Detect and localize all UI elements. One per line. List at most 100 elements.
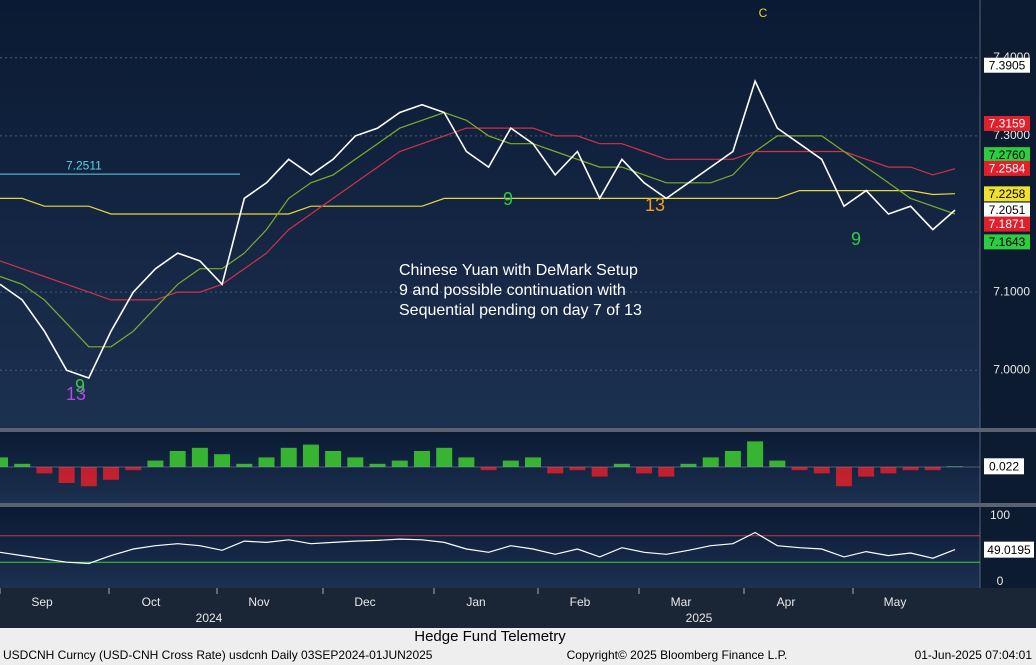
rsi-tag bbox=[984, 541, 1034, 558]
price-tag bbox=[984, 186, 1030, 202]
histogram-bar bbox=[858, 467, 875, 477]
demark-count: 13 bbox=[66, 384, 86, 404]
level-label: 7.2511 bbox=[66, 158, 102, 172]
histogram-bar bbox=[525, 457, 542, 467]
price-tag-label: 7.2584 bbox=[989, 162, 1026, 176]
price-line bbox=[0, 79, 956, 379]
price-tag bbox=[984, 57, 1030, 73]
histogram-bar bbox=[480, 467, 497, 471]
histogram-bar bbox=[302, 444, 319, 467]
moving-average bbox=[0, 111, 956, 348]
price-tag bbox=[984, 234, 1030, 250]
price-tag-label: 7.2051 bbox=[989, 203, 1026, 217]
histogram-bar bbox=[191, 447, 208, 467]
rsi-panel bbox=[0, 507, 980, 588]
histogram-bar bbox=[747, 441, 764, 467]
y-tick-label: 7.1000 bbox=[993, 284, 1030, 298]
rsi-line bbox=[0, 531, 956, 565]
histogram-bar bbox=[835, 467, 852, 487]
histogram-bar bbox=[369, 463, 386, 467]
histogram-bar bbox=[169, 451, 186, 467]
histogram-bar bbox=[680, 463, 697, 467]
histogram-bar bbox=[236, 463, 253, 467]
rsi-tick-label: 0 bbox=[997, 574, 1004, 588]
separator bbox=[0, 428, 1036, 432]
demark-count: 9 bbox=[503, 189, 513, 209]
demark-count: C bbox=[759, 6, 768, 20]
brand: Hedge Fund Telemetry bbox=[414, 628, 566, 645]
histogram-bar bbox=[413, 451, 430, 467]
histogram-bar bbox=[502, 460, 519, 467]
histogram-bar bbox=[0, 457, 8, 467]
month-label: Sep bbox=[31, 595, 53, 609]
month-label: Oct bbox=[142, 595, 161, 609]
histogram-bar bbox=[14, 463, 31, 467]
year-label: 2025 bbox=[686, 611, 713, 625]
month-label: Dec bbox=[354, 595, 375, 609]
price-tag bbox=[984, 147, 1030, 163]
histogram-bar bbox=[636, 467, 653, 474]
month-label: Apr bbox=[777, 595, 796, 609]
annotation: Chinese Yuan with DeMark Setup 9 and pos… bbox=[399, 262, 642, 319]
price-tag-label: 7.1643 bbox=[989, 235, 1026, 249]
footer bbox=[0, 628, 1036, 665]
histogram-bar bbox=[613, 463, 630, 467]
histogram-bar bbox=[258, 457, 275, 467]
price-tag-label: 7.3905 bbox=[989, 58, 1026, 72]
demark-count: 9 bbox=[851, 229, 861, 249]
histogram-bar bbox=[813, 467, 830, 474]
footer-center: Copyright© 2025 Bloomberg Finance L.P. bbox=[567, 648, 788, 662]
histogram-bar bbox=[947, 466, 963, 467]
histogram-bar bbox=[591, 467, 608, 477]
histogram-bar bbox=[58, 467, 75, 483]
price-tag-label: 7.1871 bbox=[989, 217, 1026, 231]
price-tag bbox=[984, 202, 1030, 218]
price-tag-label: 7.3159 bbox=[989, 117, 1026, 131]
histogram-tag-label: 0.022 bbox=[989, 459, 1019, 473]
footer-right: 01-Jun-2025 07:04:01 bbox=[915, 648, 1033, 662]
histogram-bar bbox=[724, 451, 741, 467]
histogram-bar bbox=[769, 460, 786, 467]
histogram-bar bbox=[391, 460, 408, 467]
histogram-bar bbox=[569, 467, 586, 471]
histogram-bar bbox=[214, 454, 231, 467]
histogram-tag bbox=[984, 458, 1024, 475]
price-tag bbox=[984, 160, 1030, 176]
y-tick-label: 7.3000 bbox=[993, 128, 1030, 142]
histogram-bar bbox=[436, 447, 453, 467]
histogram-bar bbox=[924, 467, 941, 471]
price-tag-label: 7.2760 bbox=[989, 148, 1026, 162]
histogram-bar bbox=[280, 447, 297, 467]
histogram-bar bbox=[880, 467, 897, 474]
histogram-bar bbox=[347, 457, 364, 467]
histogram-bar bbox=[325, 451, 342, 467]
histogram-bar bbox=[36, 467, 53, 474]
y-tick-label: 7.0000 bbox=[993, 362, 1030, 376]
price-tag bbox=[984, 115, 1030, 131]
demark-count: 9 bbox=[75, 376, 85, 396]
histogram-bar bbox=[547, 467, 564, 474]
price-tag bbox=[984, 216, 1030, 232]
footer-left: USDCNH Curncy (USD-CNH Cross Rate) usdcn… bbox=[3, 648, 433, 662]
month-label: May bbox=[884, 595, 907, 609]
histogram-bar bbox=[658, 467, 675, 477]
histogram-bar bbox=[791, 467, 808, 471]
histogram-bar bbox=[458, 457, 475, 467]
time-axis bbox=[0, 588, 1036, 628]
month-label: Mar bbox=[671, 595, 692, 609]
separator bbox=[0, 503, 1036, 507]
moving-average bbox=[0, 190, 956, 215]
histogram-bar bbox=[80, 467, 97, 487]
year-label: 2024 bbox=[196, 611, 223, 625]
price-tag-label: 7.2258 bbox=[989, 187, 1026, 201]
rsi-tag-label: 49.0195 bbox=[987, 543, 1031, 557]
month-label: Feb bbox=[570, 595, 591, 609]
histogram-bar bbox=[702, 457, 719, 467]
demark-count: 13 bbox=[645, 195, 665, 215]
rsi-tick-label: 100 bbox=[990, 508, 1010, 522]
histogram-bar bbox=[103, 467, 120, 480]
histogram-bar bbox=[147, 460, 164, 467]
histogram-bar bbox=[902, 467, 919, 471]
